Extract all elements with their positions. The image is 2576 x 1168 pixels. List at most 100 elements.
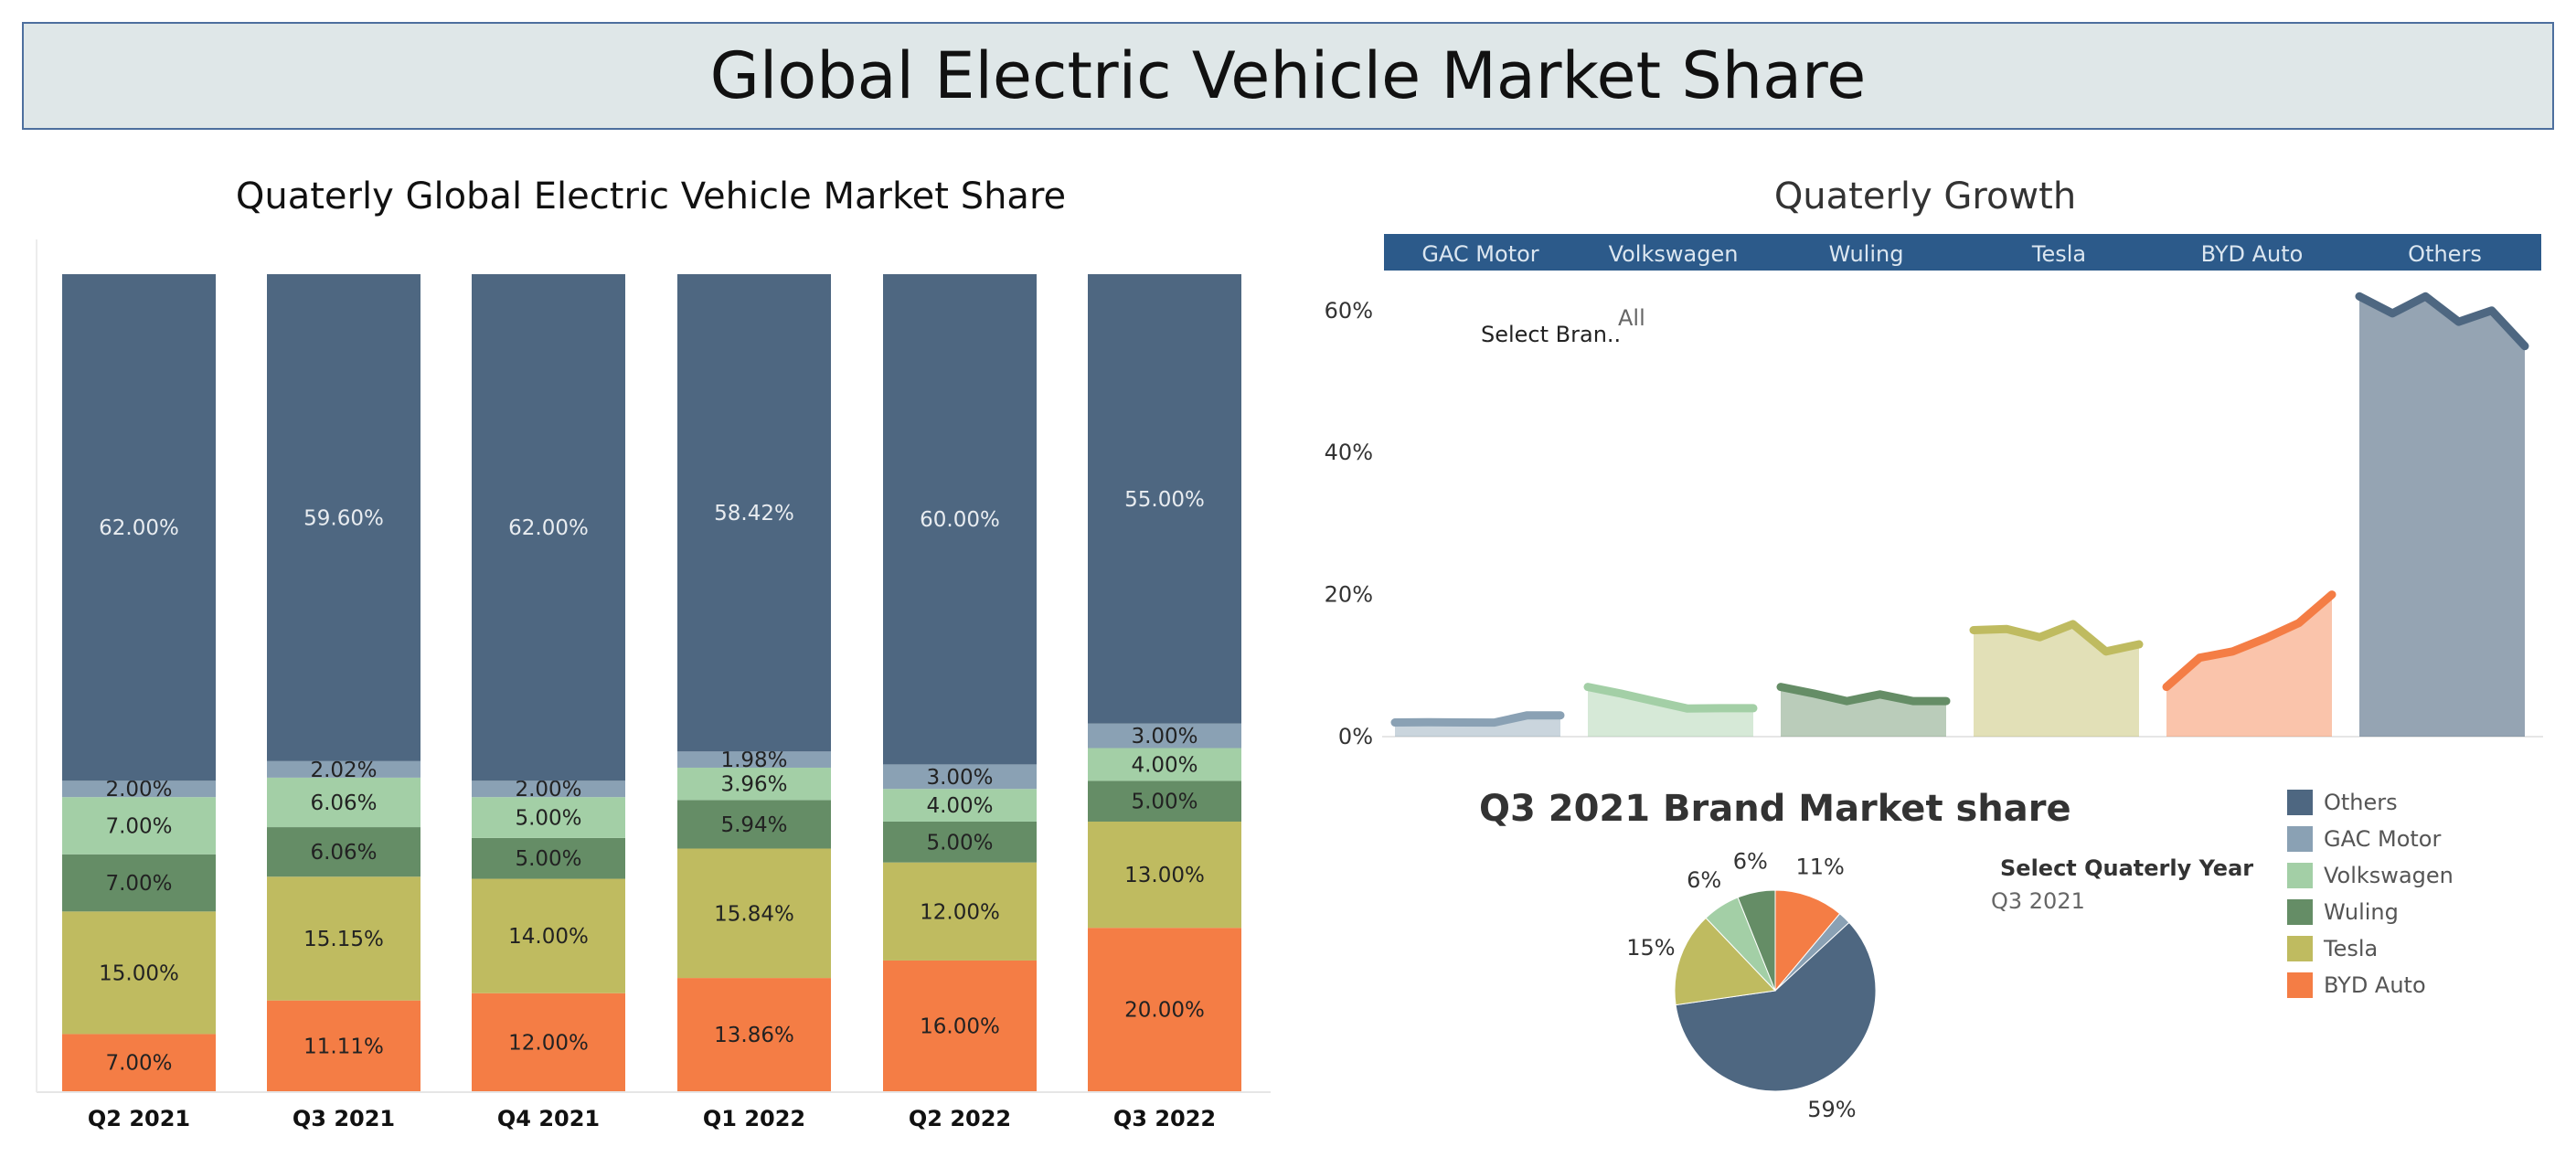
area-line-gac-motor[interactable] [1390, 711, 1565, 727]
area-chart-title: Quaterly Growth [1774, 175, 2076, 218]
area-line-others[interactable] [2355, 292, 2529, 351]
bar-segment-tesla-q2-2022[interactable] [883, 862, 1037, 961]
legend-item-gac-motor[interactable]: GAC Motor [2287, 821, 2454, 857]
bar-label-tesla-q3-2021: 15.15% [303, 928, 384, 951]
area-fill-tesla[interactable] [1974, 623, 2139, 737]
legend-swatch-gac-motor [2287, 826, 2313, 852]
legend-swatch-byd-auto [2287, 972, 2313, 998]
legend-swatch-wuling [2287, 899, 2313, 925]
legend-item-others[interactable]: Others [2287, 784, 2454, 821]
bar-segment-byd-auto-q2-2021[interactable] [62, 1034, 216, 1091]
bar-label-others-q4-2021: 62.00% [508, 516, 589, 540]
pie-slice-byd-auto[interactable] [1774, 889, 1841, 993]
area-line-wuling[interactable] [1776, 683, 1951, 706]
bar-label-others-q3-2021: 59.60% [303, 506, 384, 530]
bar-label-tesla-q3-2022: 13.00% [1124, 864, 1205, 887]
bar-segment-others-q2-2022[interactable] [883, 274, 1037, 765]
pie-slice-tesla[interactable] [1674, 917, 1777, 1006]
bar-segment-tesla-q3-2022[interactable] [1088, 821, 1241, 929]
legend-label-tesla: Tesla [2324, 936, 2379, 961]
bar-label-others-q2-2022: 60.00% [920, 508, 1000, 532]
bar-segment-tesla-q2-2021[interactable] [62, 911, 216, 1035]
year-filter-label: Select Quaterly Year [2000, 855, 2254, 881]
bar-label-wuling-q2-2022: 5.00% [926, 831, 993, 855]
bar-segment-tesla-q4-2021[interactable] [472, 878, 625, 993]
bar-chart-title: Quaterly Global Electric Vehicle Market … [236, 175, 1066, 218]
bar-segment-wuling-q4-2021[interactable] [472, 837, 625, 879]
panel-header-byd-auto: BYD Auto [2201, 241, 2304, 267]
bar-segment-gac-motor-q4-2021[interactable] [472, 780, 625, 798]
bar-label-gac-motor-q3-2021: 2.02% [310, 759, 377, 782]
year-filter-value[interactable]: Q3 2021 [1991, 888, 2085, 914]
bar-segment-tesla-q3-2021[interactable] [267, 876, 420, 1001]
bar-label-tesla-q4-2021: 14.00% [508, 925, 589, 949]
panel-header-wuling: Wuling [1829, 241, 1904, 267]
bar-label-volkswagen-q1-2022: 3.96% [720, 773, 787, 797]
bar-label-others-q3-2022: 55.00% [1124, 488, 1205, 512]
legend-item-volkswagen[interactable]: Volkswagen [2287, 857, 2454, 894]
bar-segment-wuling-q2-2022[interactable] [883, 821, 1037, 863]
panel-header-others: Others [2408, 241, 2482, 267]
bar-label-gac-motor-q3-2022: 3.00% [1131, 725, 1198, 749]
bar-label-wuling-q3-2021: 6.06% [310, 841, 377, 865]
bar-segment-wuling-q3-2021[interactable] [267, 827, 420, 877]
bar-segment-gac-motor-q1-2022[interactable] [677, 751, 831, 768]
bar-segment-wuling-q2-2021[interactable] [62, 854, 216, 912]
bar-segment-volkswagen-q2-2022[interactable] [883, 789, 1037, 822]
bar-label-tesla-q2-2021: 15.00% [99, 961, 179, 985]
pie-label-volkswagen: 6% [1687, 867, 1721, 893]
area-line-volkswagen[interactable] [1583, 683, 1758, 713]
legend-item-byd-auto[interactable]: BYD Auto [2287, 967, 2454, 1003]
bar-segment-wuling-q1-2022[interactable] [677, 800, 831, 849]
quarterly-growth-chart: Quaterly Growth GAC Motor Volkswagen Wuling… [1325, 175, 2543, 749]
bar-segment-gac-motor-q2-2021[interactable] [62, 780, 216, 798]
bar-segment-others-q4-2021[interactable] [472, 274, 625, 781]
legend-label-others: Others [2324, 790, 2398, 815]
bar-segment-tesla-q1-2022[interactable] [677, 848, 831, 979]
bar-segment-byd-auto-q3-2021[interactable] [267, 1000, 420, 1091]
bar-label-others-q2-2021: 62.00% [99, 516, 179, 540]
area-line-byd-auto[interactable] [2162, 590, 2336, 692]
bar-label-byd-auto-q2-2022: 16.00% [920, 1014, 1000, 1038]
legend-item-tesla[interactable]: Tesla [2287, 930, 2454, 967]
bar-segment-volkswagen-q1-2022[interactable] [677, 767, 831, 801]
pie-label-tesla: 15% [1626, 935, 1675, 961]
bar-segment-byd-auto-q1-2022[interactable] [677, 978, 831, 1091]
pie-slice-others[interactable] [1675, 921, 1877, 1092]
bar-segment-volkswagen-q4-2021[interactable] [472, 797, 625, 838]
pie-chart-title: Q3 2021 Brand Market share [1479, 788, 2071, 830]
bar-segment-byd-auto-q2-2022[interactable] [883, 960, 1037, 1091]
y-tick-label-40: 40% [1325, 440, 1373, 465]
pie-label-others: 59% [1807, 1097, 1856, 1122]
bar-segment-others-q3-2022[interactable] [1088, 274, 1241, 724]
bar-label-wuling-q3-2022: 5.00% [1131, 791, 1198, 814]
bar-segment-others-q2-2021[interactable] [62, 274, 216, 781]
pie-label-byd-auto: 11% [1796, 855, 1845, 880]
legend-label-gac-motor: GAC Motor [2324, 826, 2442, 852]
bar-segment-byd-auto-q4-2021[interactable] [472, 993, 625, 1091]
brand-filter-value[interactable]: All [1618, 305, 1645, 331]
bar-label-tesla-q2-2022: 12.00% [920, 900, 1000, 924]
dashboard-title-banner: Global Electric Vehicle Market Share [22, 22, 2554, 130]
bar-segment-byd-auto-q3-2022[interactable] [1088, 928, 1241, 1091]
area-line-tesla[interactable] [1969, 620, 2144, 656]
legend-label-byd-auto: BYD Auto [2324, 972, 2426, 998]
bar-label-byd-auto-q2-2021: 7.00% [105, 1052, 172, 1076]
bar-label-volkswagen-q2-2021: 7.00% [105, 814, 172, 838]
legend-item-wuling[interactable]: Wuling [2287, 894, 2454, 930]
bar-segment-volkswagen-q3-2021[interactable] [267, 777, 420, 828]
bar-segment-wuling-q3-2022[interactable] [1088, 780, 1241, 822]
x-tick-label-q3-2021: Q3 2021 [293, 1106, 395, 1131]
bar-segment-gac-motor-q3-2021[interactable] [267, 760, 420, 778]
bar-segment-volkswagen-q3-2022[interactable] [1088, 748, 1241, 781]
pie-slice-wuling[interactable] [1737, 889, 1776, 992]
legend-label-wuling: Wuling [2324, 899, 2399, 925]
bar-segment-volkswagen-q2-2021[interactable] [62, 797, 216, 855]
bar-segment-others-q3-2021[interactable] [267, 274, 420, 761]
panel-header-bar [1384, 234, 2541, 271]
area-fill-others[interactable] [2359, 296, 2525, 737]
bar-segment-others-q1-2022[interactable] [677, 274, 831, 752]
bar-segment-gac-motor-q2-2022[interactable] [883, 764, 1037, 790]
bar-segment-gac-motor-q3-2022[interactable] [1088, 723, 1241, 749]
bar-label-byd-auto-q3-2021: 11.11% [303, 1035, 384, 1058]
